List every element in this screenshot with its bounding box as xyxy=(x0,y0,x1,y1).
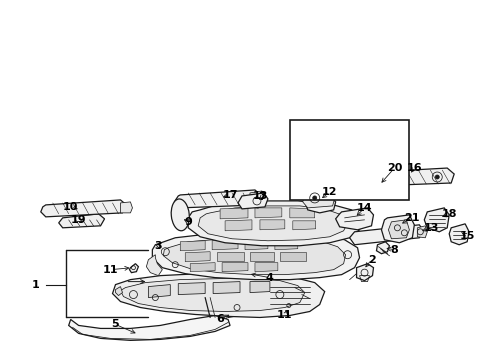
Text: 4: 4 xyxy=(265,273,273,283)
Polygon shape xyxy=(289,208,314,218)
Polygon shape xyxy=(376,242,388,254)
Polygon shape xyxy=(349,225,424,245)
Polygon shape xyxy=(68,315,229,340)
Polygon shape xyxy=(148,285,170,298)
Polygon shape xyxy=(356,264,373,280)
Polygon shape xyxy=(279,252,305,261)
Polygon shape xyxy=(188,201,361,246)
Polygon shape xyxy=(254,208,281,218)
Polygon shape xyxy=(146,255,162,276)
Text: 7: 7 xyxy=(258,192,265,202)
Text: 20: 20 xyxy=(386,163,401,173)
Bar xyxy=(289,120,408,200)
Text: 18: 18 xyxy=(441,209,456,219)
Polygon shape xyxy=(178,283,205,294)
Text: 5: 5 xyxy=(111,319,119,329)
Text: 10: 10 xyxy=(63,202,78,212)
Polygon shape xyxy=(381,215,413,243)
Text: 16: 16 xyxy=(406,163,421,173)
Text: 19: 19 xyxy=(71,215,86,225)
Polygon shape xyxy=(369,168,453,186)
Polygon shape xyxy=(303,171,348,187)
Polygon shape xyxy=(335,208,373,230)
Polygon shape xyxy=(198,206,347,241)
Polygon shape xyxy=(129,264,138,273)
Polygon shape xyxy=(190,263,215,272)
Text: 6: 6 xyxy=(216,314,224,324)
Polygon shape xyxy=(224,220,251,231)
Polygon shape xyxy=(59,214,104,228)
Circle shape xyxy=(434,175,438,179)
Text: 21: 21 xyxy=(404,213,419,223)
Polygon shape xyxy=(302,192,334,208)
Polygon shape xyxy=(285,302,293,310)
Text: 12: 12 xyxy=(321,187,337,197)
Polygon shape xyxy=(244,240,267,250)
Polygon shape xyxy=(247,194,264,208)
Polygon shape xyxy=(115,287,122,296)
Polygon shape xyxy=(292,221,315,230)
Polygon shape xyxy=(254,263,277,272)
Polygon shape xyxy=(387,220,408,239)
Polygon shape xyxy=(120,202,132,213)
Text: 1: 1 xyxy=(32,280,40,289)
Polygon shape xyxy=(274,240,297,250)
Polygon shape xyxy=(222,263,247,272)
Polygon shape xyxy=(305,196,335,213)
Polygon shape xyxy=(227,305,242,318)
Polygon shape xyxy=(217,252,244,261)
Polygon shape xyxy=(416,226,427,238)
Polygon shape xyxy=(112,274,324,318)
Polygon shape xyxy=(212,240,238,250)
Text: 13: 13 xyxy=(252,191,267,201)
Polygon shape xyxy=(152,232,359,280)
Polygon shape xyxy=(249,252,273,261)
Text: 17: 17 xyxy=(222,190,237,200)
Polygon shape xyxy=(185,252,210,262)
Text: 9: 9 xyxy=(184,217,192,227)
Text: 3: 3 xyxy=(154,241,162,251)
Polygon shape xyxy=(448,224,468,245)
Polygon shape xyxy=(158,244,169,254)
Text: 11: 11 xyxy=(277,310,292,320)
Text: 11: 11 xyxy=(102,265,118,275)
Polygon shape xyxy=(163,238,345,275)
Polygon shape xyxy=(424,208,448,232)
Polygon shape xyxy=(249,282,269,293)
Ellipse shape xyxy=(171,199,189,231)
Polygon shape xyxy=(238,193,267,209)
Text: 13: 13 xyxy=(423,223,438,233)
Text: 2: 2 xyxy=(367,255,375,265)
Text: 14: 14 xyxy=(356,203,371,213)
Circle shape xyxy=(312,196,316,200)
Text: 8: 8 xyxy=(390,245,398,255)
Polygon shape xyxy=(220,208,247,219)
Polygon shape xyxy=(180,241,205,251)
Polygon shape xyxy=(260,220,285,230)
Polygon shape xyxy=(120,279,304,311)
Polygon shape xyxy=(249,191,264,205)
Polygon shape xyxy=(41,200,126,217)
Polygon shape xyxy=(174,190,262,208)
Polygon shape xyxy=(213,282,240,293)
Text: 15: 15 xyxy=(459,231,474,241)
